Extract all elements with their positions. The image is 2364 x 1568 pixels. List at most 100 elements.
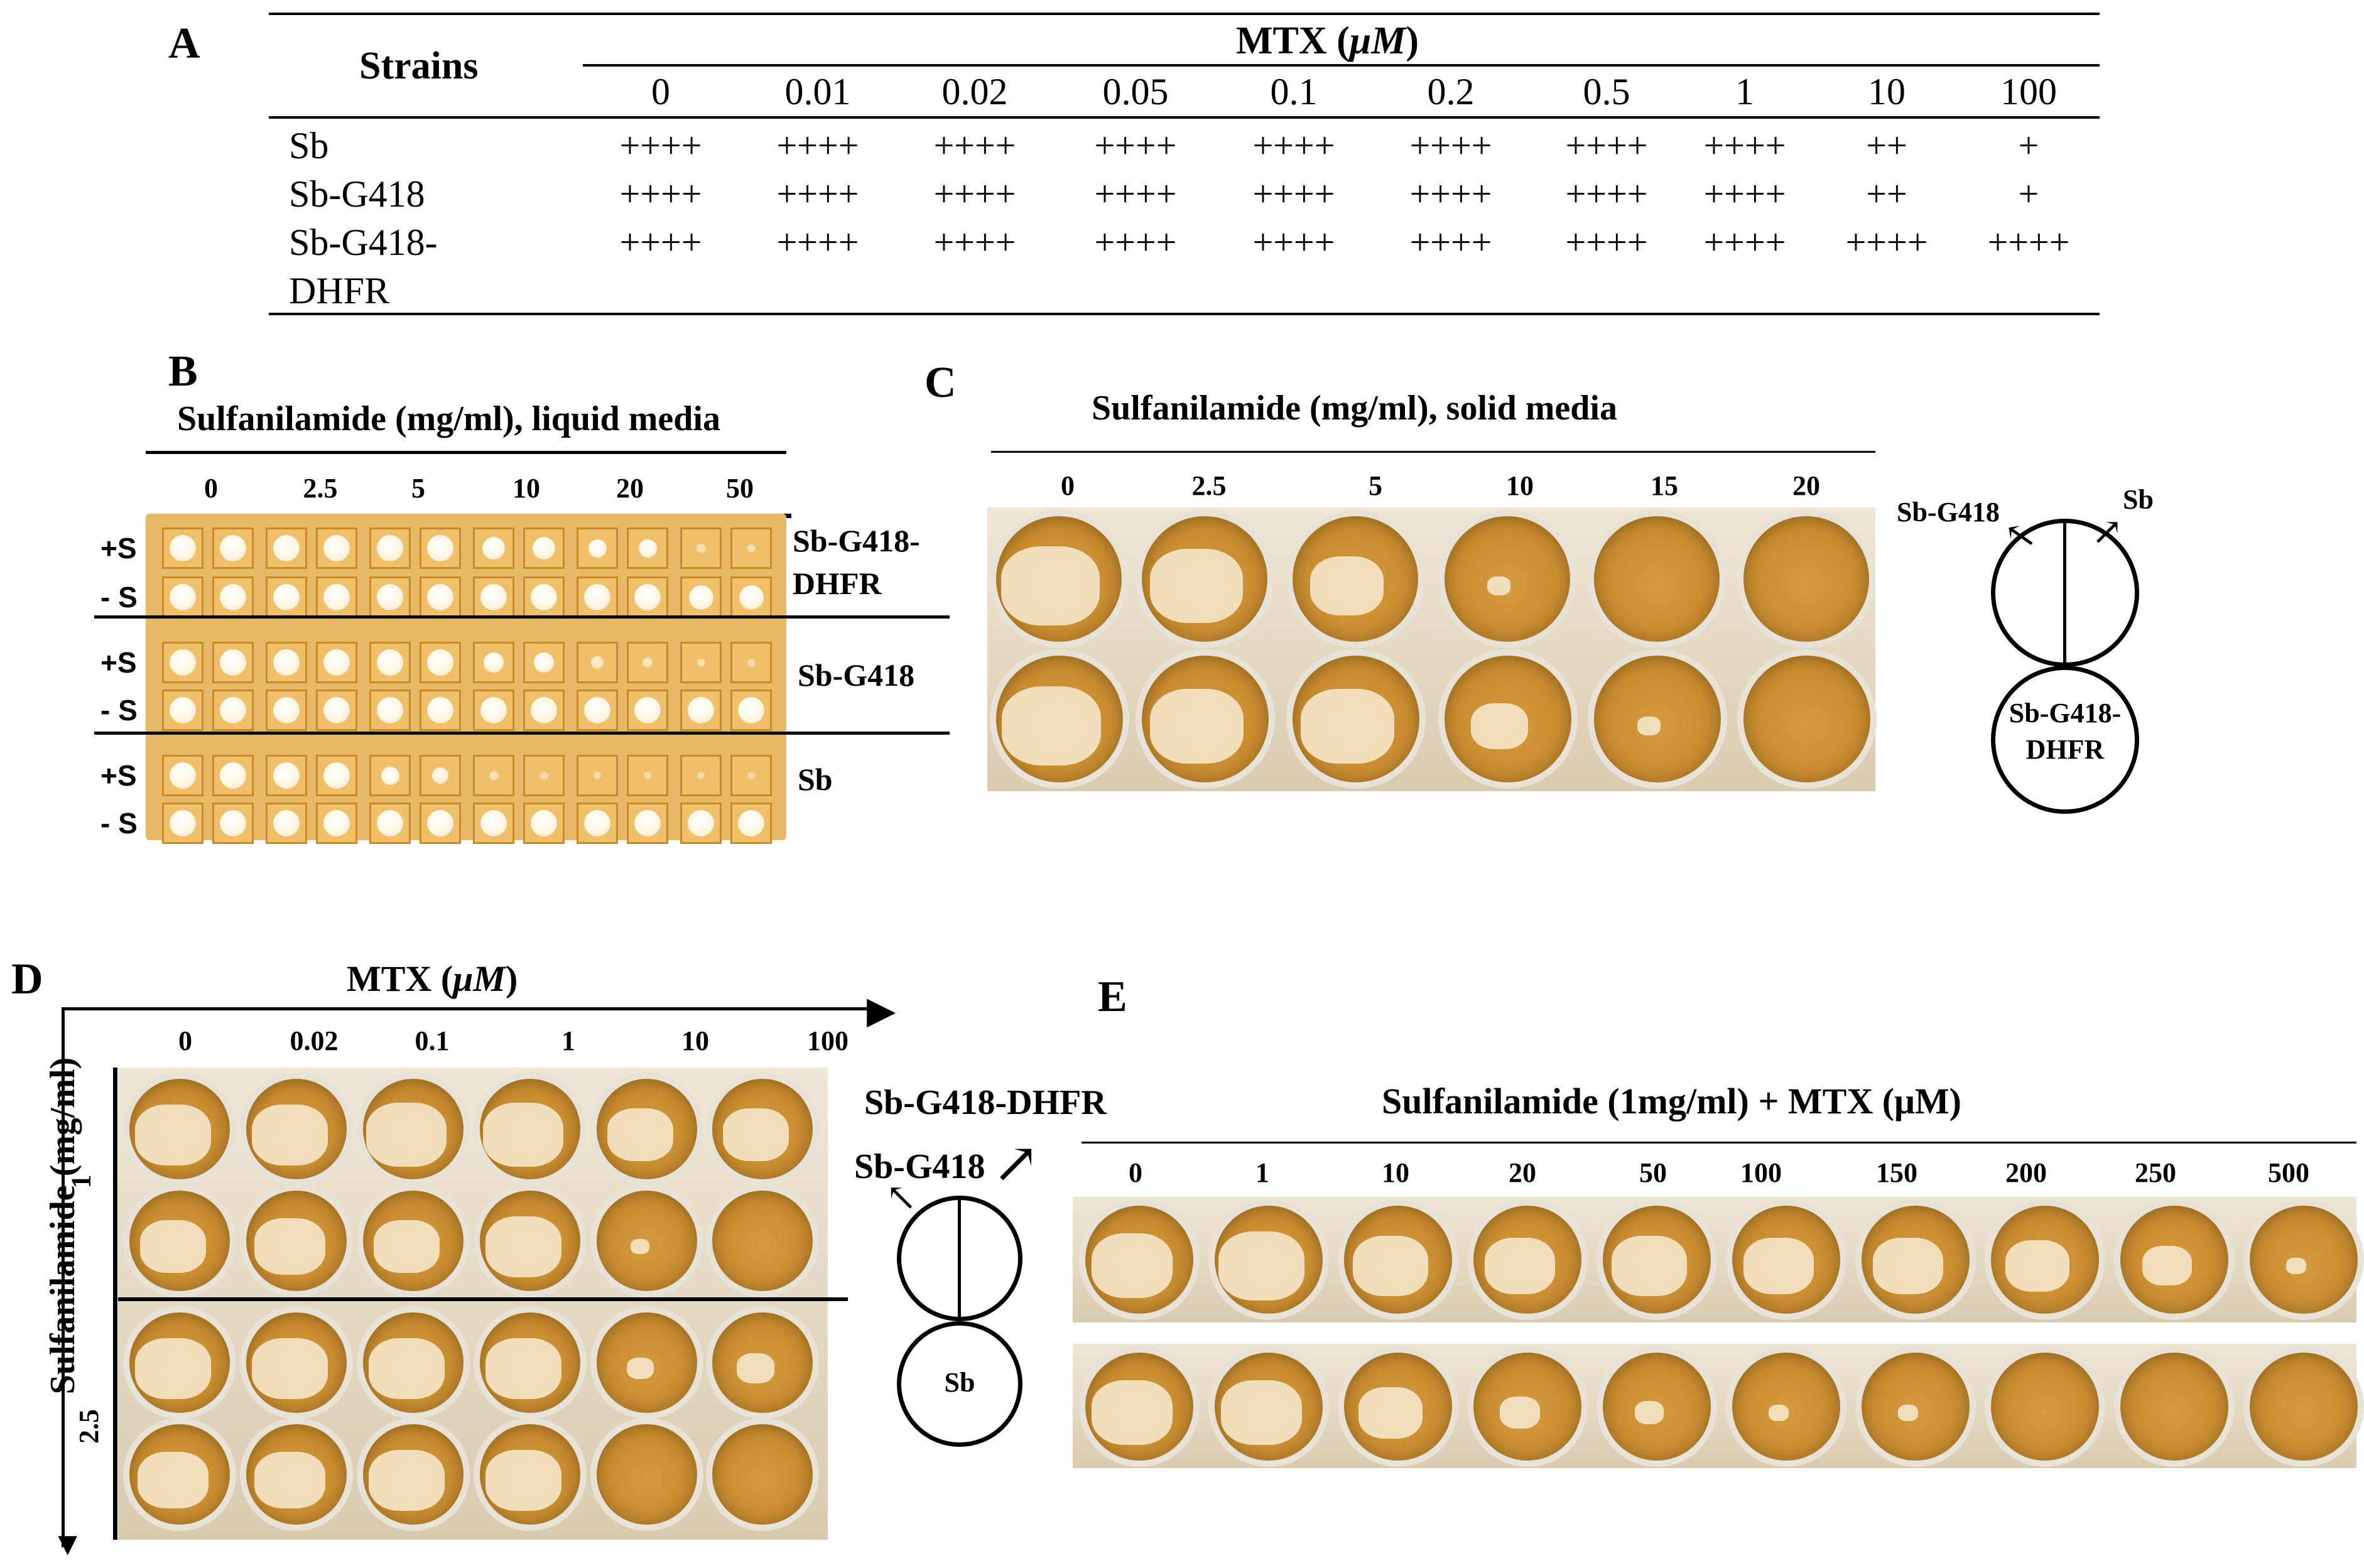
panel-b-colony: [591, 656, 604, 669]
panel-d-conc-label: 0.1: [415, 1025, 450, 1056]
panel-b-colony: [697, 772, 705, 779]
panel-e-letter: E: [1098, 973, 1127, 1021]
panel-b-colony: [594, 772, 601, 779]
panel-e-well-top: [1597, 1199, 1717, 1320]
colony-growth: [1310, 556, 1384, 615]
panel-b-colony: [634, 810, 661, 836]
panel-e-title: Sulfanilamide (1mg/ml) + MTX (μM): [1382, 1080, 1961, 1122]
panel-d-conc-label: 10: [681, 1025, 709, 1056]
panel-e-well-bottom: [1597, 1346, 1717, 1467]
panel-b-colony: [323, 649, 350, 676]
panel-d-x-title-text: MTX (: [347, 958, 453, 999]
panel-b-well: [730, 642, 772, 683]
colony-growth: [1001, 546, 1100, 625]
panel-d-well: [240, 1073, 353, 1186]
panel-e-well-bottom: [1985, 1346, 2105, 1467]
panel-b-well: [730, 755, 772, 796]
panel-c-conc-label: 15: [1651, 470, 1678, 501]
panel-d-well: [123, 1306, 236, 1419]
panel-b-well: [577, 576, 618, 618]
panel-b-colony: [323, 697, 350, 723]
panel-d-well: [474, 1306, 587, 1419]
growth-score: ++++: [933, 173, 1016, 214]
panel-d-conc-label: 0: [178, 1025, 192, 1056]
panel-b-well: [369, 689, 411, 731]
panel-c-well-top: [990, 510, 1128, 648]
panel-b-colony: [480, 584, 507, 610]
growth-score: ++++: [1409, 222, 1492, 262]
panel-b-well: [266, 642, 307, 683]
colony-growth: [2286, 1258, 2306, 1274]
panel-b-well: [473, 803, 514, 844]
growth-score: +: [2018, 173, 2039, 214]
panel-b-title-rule: [146, 451, 786, 454]
panel-c-arrow-right: ↗: [2091, 511, 2123, 553]
growth-score: ++++: [1987, 222, 2070, 262]
panel-d-well: [357, 1418, 470, 1531]
panel-c-title: Sulfanilamide (mg/ml), solid media: [1092, 389, 1617, 428]
panel-b-well: [420, 642, 461, 683]
panel-d-x-arrowhead: ▶: [867, 990, 896, 1031]
mtx-conc-col: 0.2: [1427, 71, 1475, 112]
panel-c-well-bottom: [1136, 649, 1275, 789]
panel-b-well: [680, 642, 722, 683]
panel-b-well: [420, 689, 461, 731]
panel-b-well: [316, 576, 357, 618]
colony-growth: [1637, 716, 1661, 735]
panel-e-well-top: [1726, 1199, 1846, 1320]
colony-growth: [135, 1105, 211, 1165]
panel-b-well: [420, 527, 461, 569]
panel-e-well-bottom: [1726, 1346, 1846, 1467]
panel-d-legend-circle: [897, 1321, 1022, 1447]
panel-b-colony: [427, 697, 453, 723]
growth-score: ++++: [1565, 125, 1648, 166]
panel-c-well-bottom: [1737, 649, 1877, 789]
panel-b-well: [627, 689, 668, 731]
panel-b-well: [369, 803, 411, 844]
mtx-header-close: ): [1406, 19, 1419, 62]
panel-b-well: [266, 803, 307, 844]
panel-d-legend-bottom: Sb: [944, 1367, 975, 1398]
panel-b-colony: [696, 543, 706, 553]
panel-b-colony: [170, 810, 196, 836]
panel-b-colony: [738, 810, 764, 836]
panel-b-colony: [220, 762, 246, 789]
colony-growth: [485, 1338, 561, 1399]
panel-b-row-label: +S: [100, 646, 137, 679]
panel-b-colony: [427, 584, 453, 610]
colony-growth: [1353, 1236, 1428, 1296]
mtx-conc-col: 0: [651, 71, 670, 112]
panel-b-divider-1: [94, 615, 950, 619]
mtx-header-text: MTX (: [1236, 19, 1350, 62]
colony-growth: [2005, 1240, 2069, 1292]
panel-e-well-bottom: [1208, 1346, 1329, 1467]
panel-b-colony: [482, 537, 505, 560]
panel-b-well: [420, 755, 461, 796]
panel-b-colony: [688, 810, 714, 836]
colony-growth: [1485, 1238, 1555, 1294]
growth-score: ++: [1866, 173, 1907, 214]
panel-e-well-top: [1338, 1199, 1458, 1320]
panel-b-colony: [323, 762, 350, 789]
colony-growth: [1002, 686, 1101, 765]
colony-growth: [1487, 576, 1510, 595]
panel-b-colony: [273, 762, 300, 789]
panel-b-colony: [747, 544, 756, 553]
mtx-conc-col: 100: [2000, 71, 2057, 112]
panel-b-title: Sulfanilamide (mg/ml), liquid media: [177, 399, 720, 438]
strain-name: Sb-G418-: [289, 222, 438, 263]
panel-b-well: [162, 755, 203, 796]
panel-b-colony: [323, 535, 350, 561]
panel-b-colony: [747, 658, 756, 667]
colony-growth: [1092, 1380, 1173, 1445]
colony-growth: [737, 1353, 774, 1383]
panel-b-well: [266, 576, 307, 618]
panel-d-well: [357, 1184, 470, 1297]
panel-b-group-label-cont: DHFR: [793, 566, 882, 601]
mtx-conc-col: 10: [1868, 71, 1906, 112]
panel-c-conc-label: 0: [1061, 470, 1075, 501]
panel-b-colony: [170, 535, 196, 561]
growth-score: ++++: [776, 222, 859, 262]
panel-d-well: [123, 1418, 236, 1531]
colony-growth: [252, 1105, 328, 1165]
